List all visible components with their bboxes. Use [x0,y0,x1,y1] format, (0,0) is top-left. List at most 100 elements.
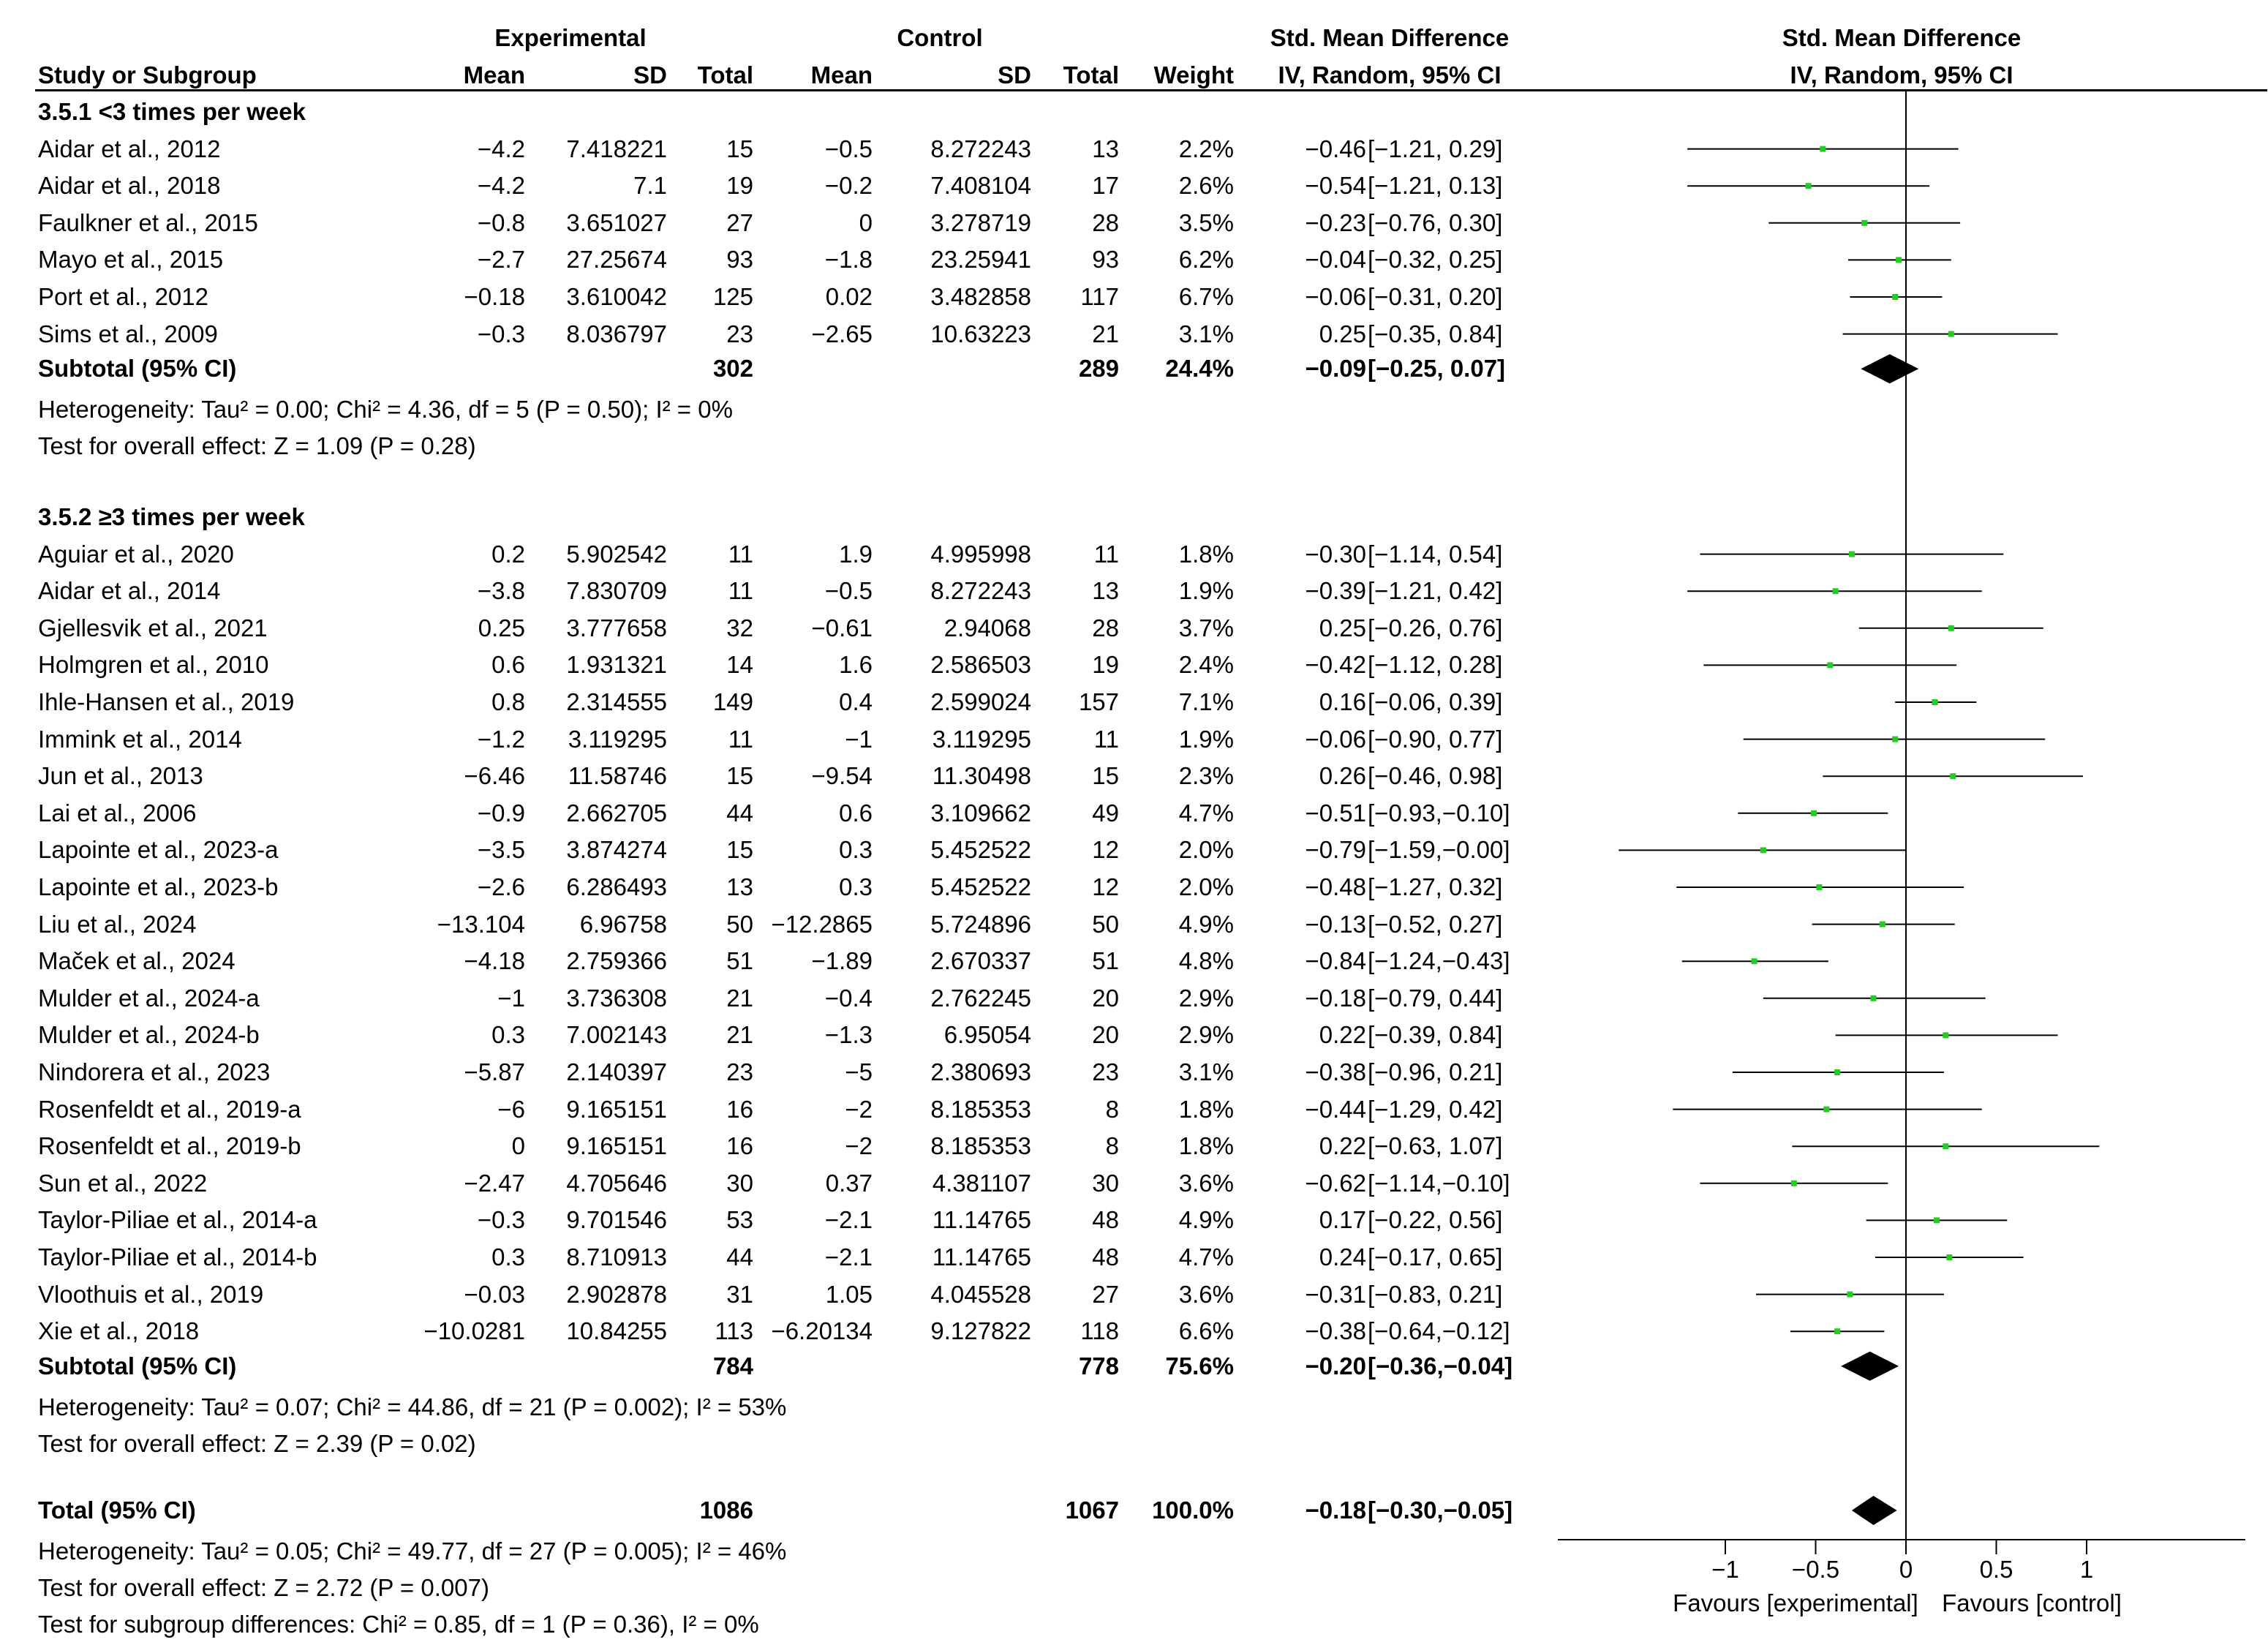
study-name: Faulkner et al., 2015 [38,208,258,236]
cell-me: −6.46 [464,762,526,790]
study-name: Rosenfeldt et al., 2019-b [38,1132,301,1160]
cell-te: 31 [726,1280,753,1308]
cell-estimate: −0.44 [1305,1095,1367,1123]
cell-sdc: 5.724896 [930,910,1031,938]
header-mean-e: Mean [463,61,525,89]
cell-te: 30 [726,1169,753,1197]
cell-ci: [−1.24,−0.43] [1368,947,1510,975]
cell-ci: [−0.46, 0.98] [1368,762,1503,790]
point-estimate [1847,1291,1853,1298]
cell-mc: −2.65 [811,320,873,347]
cell-estimate: 0.16 [1319,688,1366,715]
cell-w: 7.1% [1178,688,1234,715]
cell-w: 2.6% [1178,172,1234,200]
cell-mc: −0.2 [824,172,873,200]
cell-sde: 3.651027 [566,208,667,236]
cell-mc: −1.89 [811,947,873,975]
cell-tc: 49 [1092,799,1119,827]
cell-te: 21 [726,1021,753,1049]
point-estimate [1823,1106,1830,1113]
subtotal-ci: [−0.25, 0.07] [1368,355,1506,383]
cell-mc: 1.05 [825,1280,873,1308]
point-estimate [1760,847,1766,854]
cell-w: 2.9% [1178,984,1234,1012]
summary-diamond [1861,354,1919,384]
cell-me: 0.2 [491,540,525,568]
cell-ci: [−1.27, 0.32] [1368,873,1503,900]
cell-te: 113 [715,1317,753,1345]
cell-ci: [−0.26, 0.76] [1368,614,1503,641]
subgroup-title: 3.5.1 <3 times per week [38,98,306,125]
subgroup-differences: Test for subgroup differences: Chi² = 0.… [38,1611,759,1638]
cell-me: −0.18 [464,283,526,310]
point-estimate [1896,257,1902,263]
study-name: Sun et al., 2022 [38,1169,208,1197]
cell-me: −13.104 [437,910,525,938]
cell-w: 3.7% [1178,614,1234,641]
study-name: Vloothuis et al., 2019 [38,1280,264,1308]
cell-sde: 27.25674 [566,246,667,274]
cell-ci: [−1.21, 0.29] [1368,135,1503,162]
cell-estimate: −0.30 [1305,540,1367,568]
cell-mc: −1.3 [824,1021,873,1049]
study-name: Gjellesvik et al., 2021 [38,614,268,641]
cell-mc: 0.4 [839,688,873,715]
point-estimate [1870,995,1877,1001]
forest-table: Experimental Control Std. Mean Difference S… [35,24,2267,1638]
total-ci: [−0.30,−0.05] [1368,1497,1513,1524]
subtotal-total-c: 778 [1078,1352,1119,1379]
cell-sdc: 4.381107 [932,1169,1031,1197]
cell-sdc: 2.380693 [930,1058,1031,1085]
cell-tc: 23 [1092,1058,1119,1085]
cell-te: 32 [726,614,753,641]
study-name: Maček et al., 2024 [38,947,236,975]
cell-mc: 0.3 [839,836,873,864]
total-label: Total (95% CI) [38,1497,196,1524]
cell-sde: 7.830709 [566,577,667,605]
header-sd-c: SD [998,61,1031,89]
point-estimate [1943,1032,1949,1039]
cell-w: 3.6% [1178,1280,1234,1308]
study-name: Aguiar et al., 2020 [38,540,234,568]
cell-estimate: −0.23 [1305,208,1367,236]
cell-sdc: 3.109662 [930,799,1031,827]
header-mean-c: Mean [810,61,873,89]
cell-mc: 0.37 [825,1169,873,1197]
point-estimate [1848,551,1855,557]
subgroup-title: 3.5.2 ≥3 times per week [38,503,305,530]
cell-ci: [−0.83, 0.21] [1368,1280,1503,1308]
cell-me: 0.3 [491,1021,525,1049]
cell-te: 16 [726,1132,753,1160]
cell-mc: 0.02 [825,283,873,310]
cell-me: −0.9 [477,799,525,827]
point-estimate [1832,588,1839,595]
cell-w: 2.2% [1178,135,1234,162]
cell-sde: 10.84255 [566,1317,667,1345]
summary-diamond [1841,1351,1899,1381]
heterogeneity-text: Heterogeneity: Tau² = 0.00; Chi² = 4.36,… [38,396,733,424]
cell-te: 11 [728,725,753,753]
cell-estimate: −0.84 [1305,947,1367,975]
cell-ci: [−0.63, 1.07] [1368,1132,1503,1160]
subtotal-ci: [−0.36,−0.04] [1368,1352,1513,1379]
total-overall-effect: Test for overall effect: Z = 2.72 (P = 0… [38,1574,489,1601]
cell-tc: 12 [1092,873,1119,900]
cell-sde: 7.1 [633,172,667,200]
cell-ci: [−0.96, 0.21] [1368,1058,1503,1085]
cell-estimate: 0.17 [1319,1206,1366,1234]
subtotal-weight: 24.4% [1165,355,1234,383]
cell-w: 4.7% [1178,799,1234,827]
cell-te: 125 [712,283,753,310]
cell-tc: 13 [1092,577,1119,605]
point-estimate [1861,219,1868,226]
cell-w: 4.7% [1178,1243,1234,1271]
cell-mc: −2.1 [824,1206,873,1234]
cell-estimate: −0.18 [1305,984,1367,1012]
cell-te: 44 [726,1243,753,1271]
cell-tc: 27 [1092,1280,1119,1308]
cell-sdc: 2.762245 [930,984,1031,1012]
cell-me: −0.8 [477,208,525,236]
cell-te: 21 [726,984,753,1012]
cell-me: −4.2 [477,172,525,200]
subtotal-label: Subtotal (95% CI) [38,1352,237,1379]
